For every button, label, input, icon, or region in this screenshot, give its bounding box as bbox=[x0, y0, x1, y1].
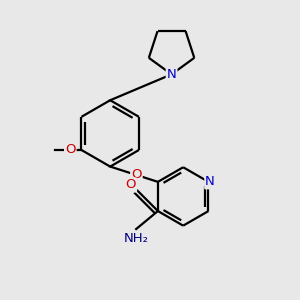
Text: O: O bbox=[126, 178, 136, 191]
Text: O: O bbox=[65, 143, 76, 157]
Text: N: N bbox=[167, 68, 176, 81]
Text: O: O bbox=[131, 169, 142, 182]
Text: NH₂: NH₂ bbox=[124, 232, 149, 245]
Text: N: N bbox=[205, 176, 215, 188]
